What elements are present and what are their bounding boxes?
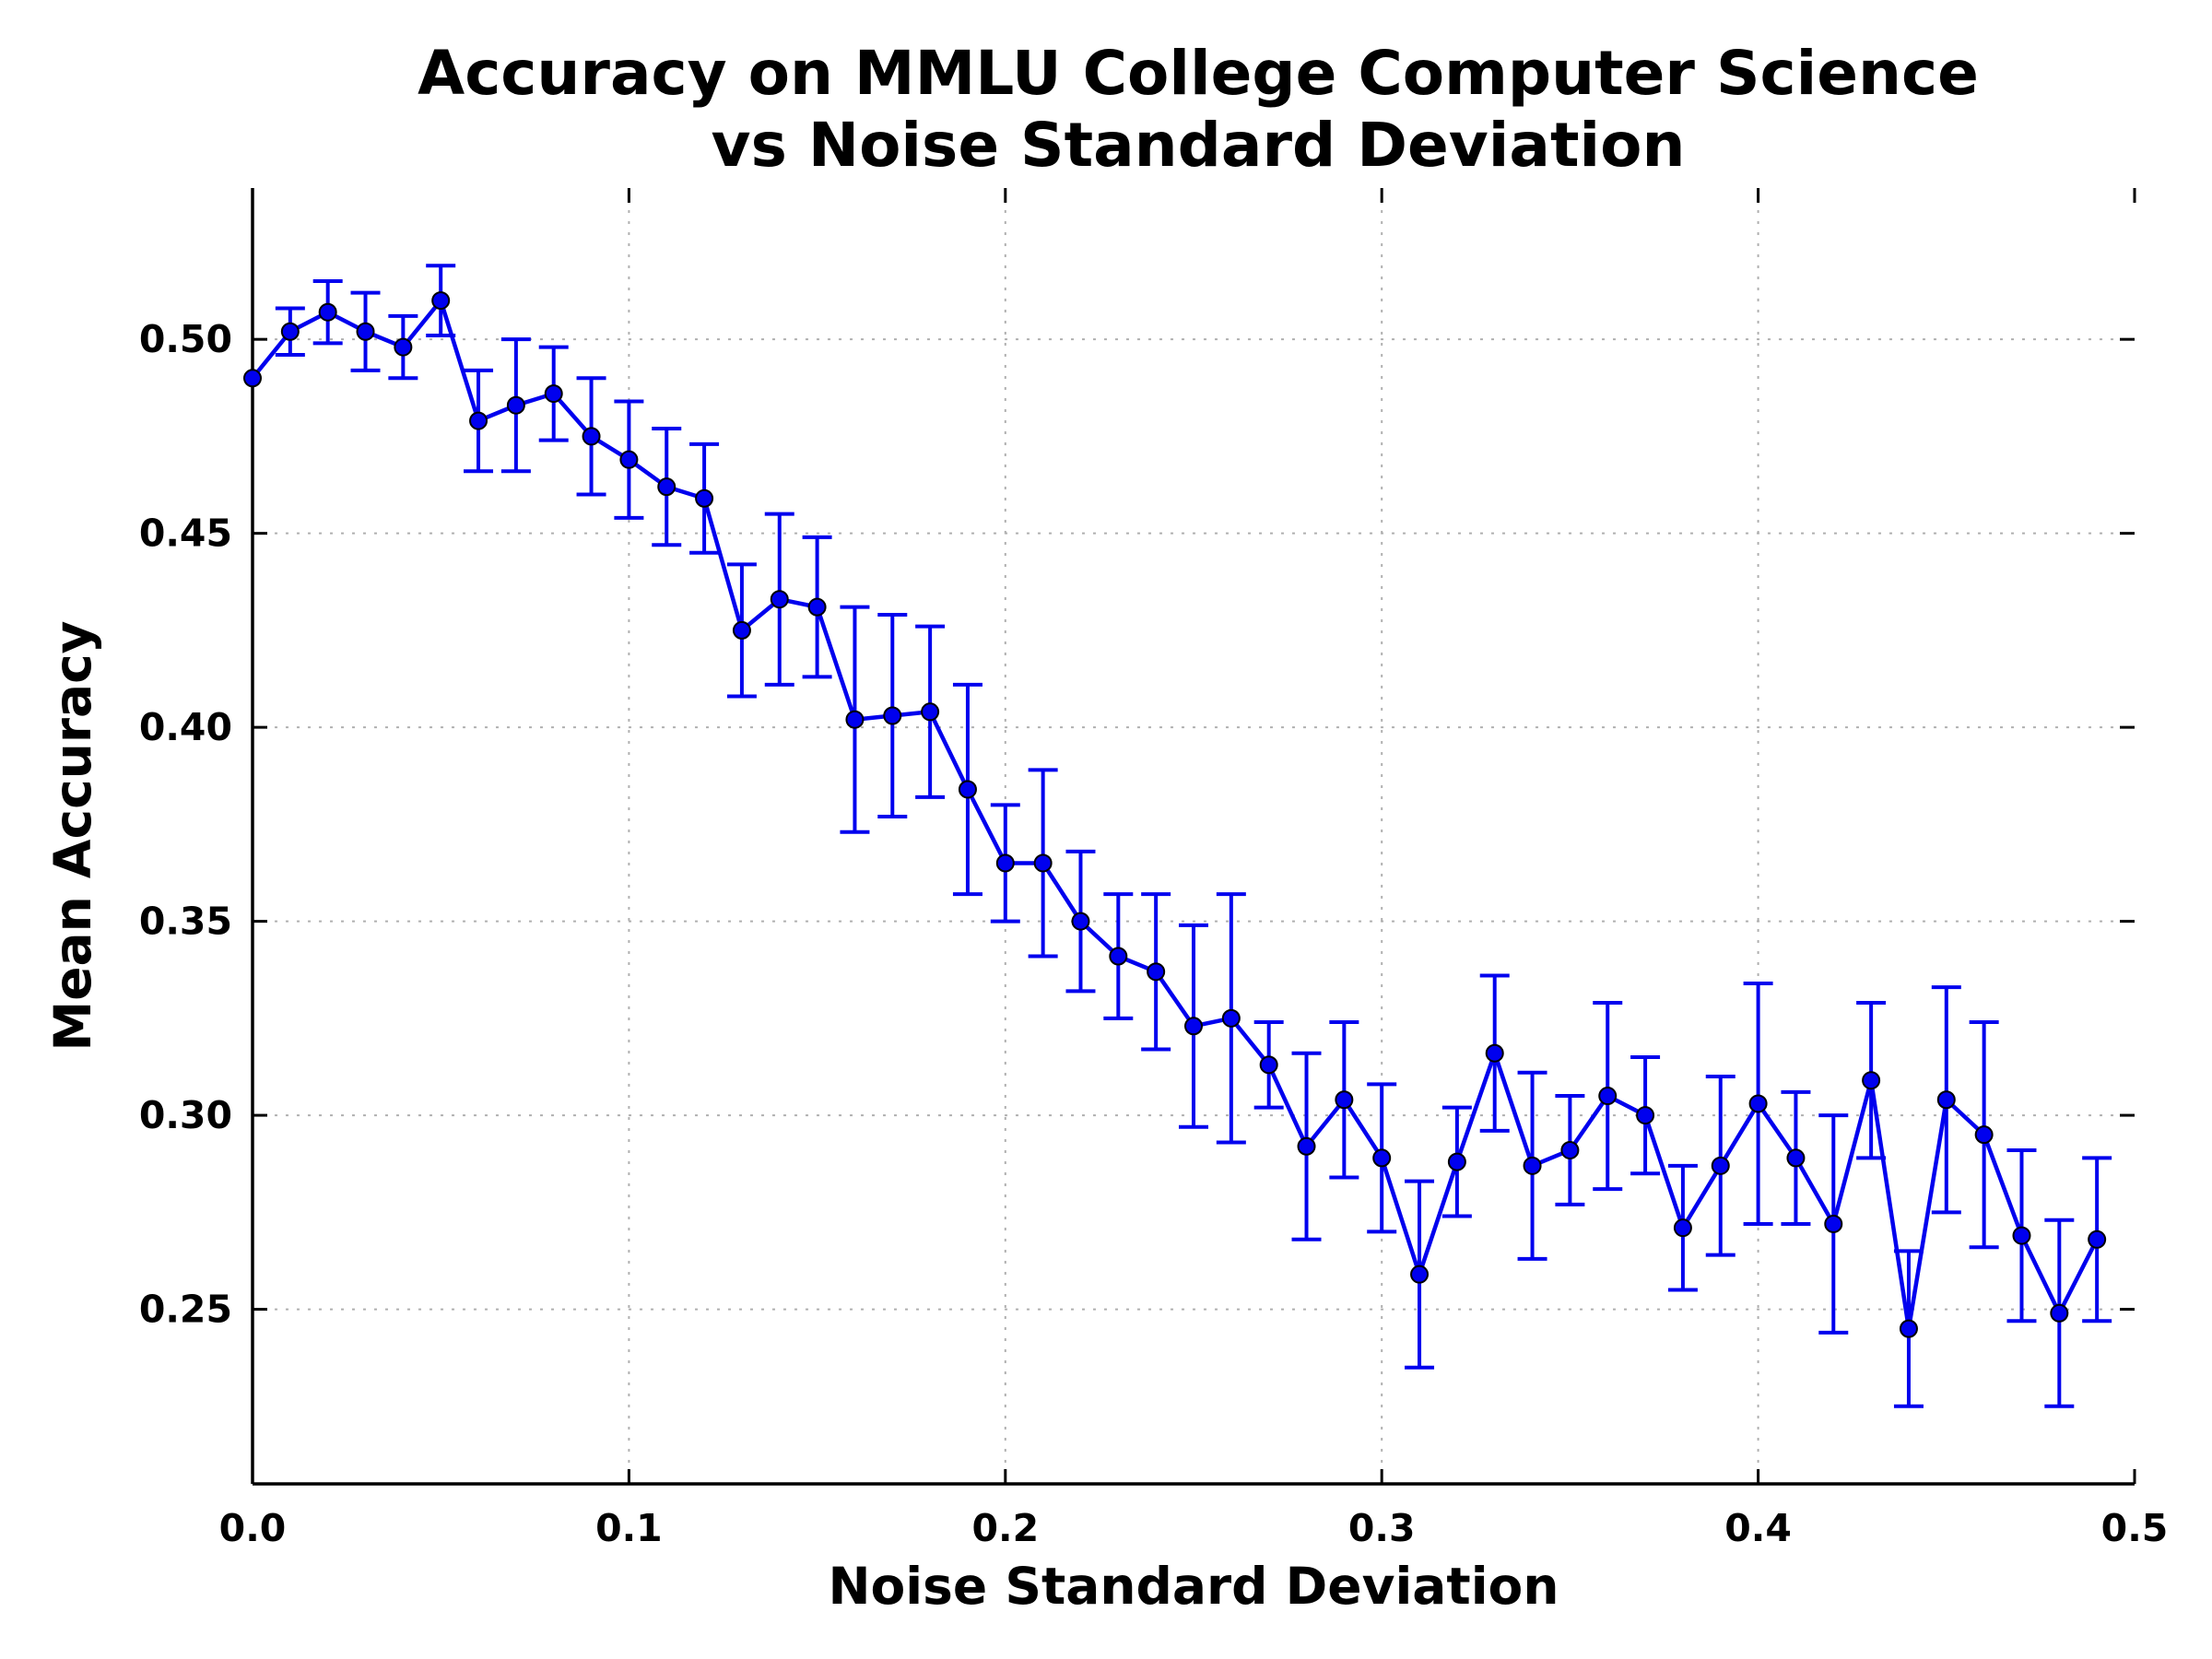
data-point (1560, 1140, 1580, 1159)
data-point (356, 322, 375, 341)
data-point (1447, 1152, 1466, 1171)
data-point (883, 706, 902, 725)
x-tick-label: 0.3 (1348, 1506, 1416, 1550)
axis-ticks (251, 188, 2136, 1484)
data-point (1711, 1156, 1730, 1175)
data-point (469, 411, 488, 430)
data-point (1862, 1071, 1881, 1090)
y-axis-label: Mean Accuracy (43, 620, 102, 1051)
data-point (845, 710, 865, 729)
x-tick-label: 0.1 (595, 1506, 663, 1550)
data-point (1184, 1017, 1203, 1036)
data-point (1297, 1136, 1316, 1156)
data-point (1259, 1055, 1278, 1075)
data-point (1147, 962, 1166, 982)
y-tick-label: 0.35 (139, 900, 232, 944)
data-point (582, 427, 601, 446)
data-point (770, 590, 789, 609)
data-point (1109, 947, 1128, 966)
grid-lines (253, 188, 2135, 1484)
data-point (243, 369, 262, 388)
x-tick-labels: 0.0 0.1 0.2 0.3 0.4 0.5 (219, 1506, 2169, 1550)
data-point (995, 853, 1015, 873)
data-point (1523, 1156, 1542, 1175)
y-tick-label: 0.30 (139, 1093, 232, 1137)
x-axis-label: Noise Standard Deviation (828, 1557, 1559, 1616)
data-point (2088, 1230, 2107, 1249)
data-point (1636, 1106, 1655, 1125)
data-point (1673, 1218, 1692, 1238)
data-point (1335, 1090, 1354, 1110)
data-point (2050, 1303, 2069, 1323)
data-point (1071, 912, 1090, 931)
x-tick-label: 0.2 (971, 1506, 1039, 1550)
data-point (657, 477, 677, 497)
series-accuracy (243, 264, 2112, 1408)
data-point (506, 395, 525, 415)
data-point (695, 488, 714, 508)
chart-title-line-2: vs Noise Standard Deviation (712, 110, 1686, 181)
x-tick-label: 0.4 (1724, 1506, 1792, 1550)
data-point (431, 291, 451, 311)
data-point (1936, 1090, 1956, 1110)
data-point (1899, 1319, 1918, 1338)
series-line (251, 298, 2100, 1331)
y-tick-label: 0.25 (139, 1288, 232, 1332)
plot-area-frame (253, 188, 2135, 1484)
y-tick-label: 0.45 (139, 512, 232, 556)
data-point (544, 384, 563, 404)
data-point (1485, 1043, 1504, 1063)
data-point (1372, 1148, 1392, 1168)
data-point (1598, 1087, 1618, 1106)
data-point (280, 322, 300, 341)
data-point (807, 597, 827, 617)
data-point (1033, 853, 1053, 873)
data-point (921, 702, 940, 722)
x-tick-label: 0.5 (2101, 1506, 2169, 1550)
data-point (1748, 1094, 1768, 1113)
data-point (1410, 1265, 1430, 1284)
y-tick-label: 0.40 (139, 705, 232, 749)
data-point (1786, 1148, 1806, 1168)
data-point (318, 302, 337, 322)
data-point (619, 450, 639, 469)
data-point (2012, 1226, 2031, 1245)
x-tick-label: 0.0 (219, 1506, 287, 1550)
data-point (1221, 1008, 1241, 1028)
data-point (1824, 1214, 1843, 1233)
chart-title-line-1: Accuracy on MMLU College Computer Scienc… (418, 38, 1979, 109)
data-point (958, 780, 977, 799)
data-point (732, 620, 751, 640)
y-tick-labels: 0.25 0.30 0.35 0.40 0.45 0.50 (139, 317, 232, 1331)
y-tick-label: 0.50 (139, 317, 232, 361)
data-point (394, 337, 413, 357)
data-point (1974, 1125, 1994, 1145)
